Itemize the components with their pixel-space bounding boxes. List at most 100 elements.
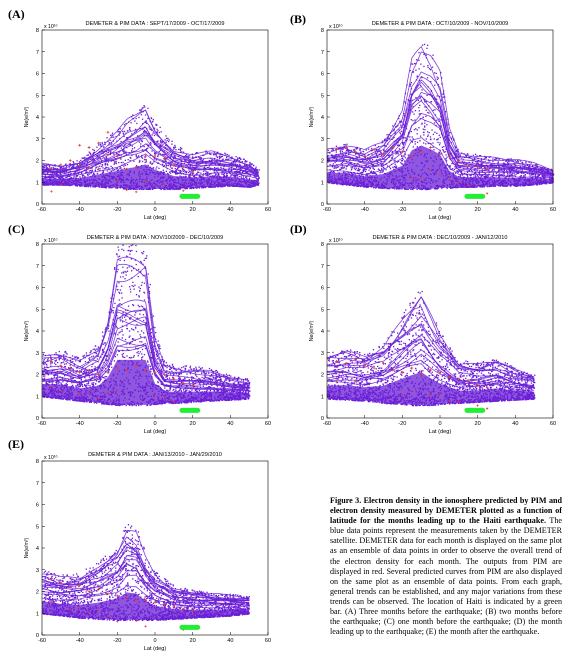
demeter-point <box>407 188 409 190</box>
demeter-point <box>448 165 450 167</box>
demeter-point <box>186 170 188 173</box>
demeter-point <box>52 177 54 179</box>
demeter-point <box>478 155 481 157</box>
demeter-point <box>104 143 106 146</box>
demeter-point <box>130 122 132 124</box>
demeter-point <box>401 163 403 165</box>
demeter-point <box>143 129 146 132</box>
demeter-point <box>200 157 202 159</box>
demeter-point <box>85 169 88 172</box>
demeter-point <box>375 159 378 161</box>
demeter-point <box>380 152 382 154</box>
demeter-point <box>474 175 476 177</box>
demeter-point <box>512 167 514 169</box>
demeter-point <box>177 188 179 190</box>
demeter-point <box>169 166 172 168</box>
demeter-point <box>337 166 339 168</box>
demeter-point <box>96 173 98 175</box>
demeter-point <box>332 170 335 173</box>
demeter-point <box>239 186 241 188</box>
demeter-point <box>458 156 460 158</box>
demeter-point <box>235 160 237 162</box>
demeter-point <box>421 44 424 46</box>
demeter-point <box>393 160 395 162</box>
chart-a: DEMETER & PIM DATA : SEPT/17/2009 - OCT/… <box>24 21 271 220</box>
demeter-point <box>52 172 54 174</box>
y-tick-label: 5 <box>36 93 39 99</box>
demeter-point <box>207 174 209 176</box>
demeter-point <box>418 113 420 115</box>
demeter-point <box>107 140 109 142</box>
demeter-point <box>488 172 490 174</box>
demeter-point <box>242 175 245 177</box>
demeter-point <box>150 161 152 163</box>
demeter-point <box>504 185 507 187</box>
demeter-point <box>540 169 542 171</box>
demeter-point <box>428 188 430 190</box>
demeter-point <box>345 168 347 170</box>
demeter-point <box>230 174 233 176</box>
demeter-point <box>340 149 342 151</box>
demeter-point <box>117 154 119 156</box>
demeter-point <box>402 143 404 145</box>
demeter-point <box>510 174 512 176</box>
demeter-point <box>395 166 398 168</box>
demeter-point <box>153 127 156 129</box>
demeter-point <box>145 161 147 163</box>
demeter-point <box>529 170 531 172</box>
demeter-point <box>513 172 515 174</box>
demeter-point <box>476 163 478 165</box>
demeter-point <box>249 186 251 188</box>
demeter-point <box>330 182 332 184</box>
demeter-point <box>153 134 156 137</box>
demeter-point <box>374 152 376 154</box>
demeter-point <box>221 159 223 161</box>
demeter-point <box>168 139 170 141</box>
demeter-point <box>191 172 194 174</box>
demeter-point <box>379 172 381 174</box>
demeter-point <box>370 171 372 174</box>
demeter-point <box>63 184 65 186</box>
demeter-point <box>47 168 49 170</box>
demeter-point <box>197 171 199 173</box>
demeter-point <box>204 168 207 170</box>
demeter-point <box>473 186 475 188</box>
demeter-point <box>192 172 195 174</box>
demeter-point <box>116 169 118 171</box>
demeter-point <box>255 166 257 168</box>
demeter-point <box>530 177 532 179</box>
demeter-point <box>468 170 470 172</box>
demeter-point <box>151 163 153 165</box>
demeter-point <box>238 157 241 159</box>
demeter-point <box>342 172 345 174</box>
demeter-point <box>203 166 206 169</box>
pim-marker <box>125 188 128 192</box>
demeter-point <box>169 164 172 167</box>
demeter-point <box>385 169 387 171</box>
demeter-point <box>66 184 68 186</box>
demeter-point <box>488 156 490 158</box>
demeter-point <box>336 166 338 168</box>
demeter-point <box>480 163 482 165</box>
demeter-point <box>163 154 165 156</box>
demeter-point <box>432 109 434 111</box>
demeter-point <box>467 176 469 178</box>
demeter-point <box>108 186 110 189</box>
demeter-point <box>254 167 257 170</box>
demeter-point <box>158 131 160 134</box>
demeter-point <box>129 127 131 129</box>
demeter-point <box>160 142 162 144</box>
demeter-point <box>141 149 144 151</box>
demeter-point <box>440 116 442 118</box>
demeter-point <box>531 177 534 179</box>
demeter-point <box>506 170 508 172</box>
demeter-point <box>402 147 405 149</box>
demeter-point <box>530 162 532 164</box>
demeter-point <box>236 164 239 166</box>
demeter-point <box>425 143 427 145</box>
demeter-point <box>108 144 110 146</box>
demeter-point <box>481 163 483 166</box>
demeter-point <box>258 176 260 178</box>
demeter-point <box>43 166 45 168</box>
demeter-point <box>211 186 213 188</box>
